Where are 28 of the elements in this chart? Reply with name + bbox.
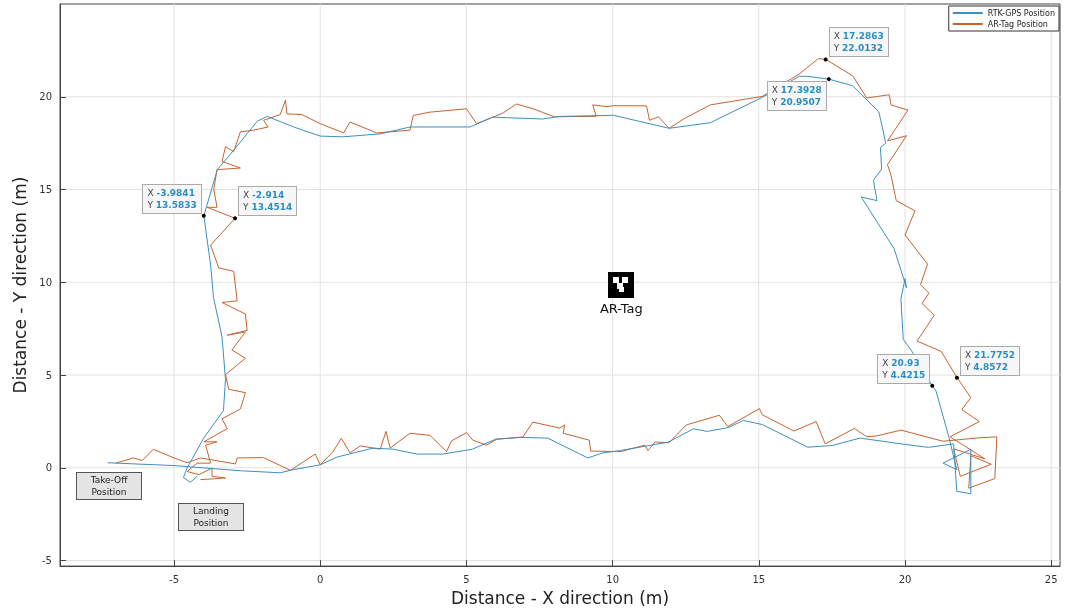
annotation: X 20.93 Y 4.4215	[877, 353, 931, 384]
annotation: Take-Off Position	[90, 475, 128, 497]
annotation: X -3.9841 Y 13.5833	[142, 183, 202, 214]
legend-label: RTK-GPS Position	[987, 8, 1056, 18]
x-tick-label: 10	[606, 573, 619, 585]
annotation: X 17.3928 Y 20.9507	[766, 81, 827, 112]
x-tick-label: 15	[752, 573, 766, 585]
annotation: X 21.7752 Y 4.8572	[959, 345, 1020, 376]
y-axis-title: Distance - Y direction (m)	[9, 176, 30, 394]
annotation: Landing Position	[193, 506, 229, 528]
annotation: AR-Tag	[599, 301, 643, 317]
annotation: X 17.2863 Y 22.0132	[828, 27, 889, 58]
label-box: Landing Position	[178, 503, 244, 531]
legend-label: AR-Tag Position	[987, 19, 1048, 29]
x-axis-title: Distance - X direction (m)	[450, 587, 670, 608]
x-tick-label: 5	[463, 573, 470, 585]
y-tick-label: 5	[45, 369, 52, 381]
annotation: X -2.914 Y 13.4514	[238, 186, 298, 217]
y-tick-label: 10	[39, 276, 52, 288]
y-tick-label: 15	[39, 184, 52, 196]
y-tick-label: 0	[45, 462, 52, 474]
y-tick-label: -5	[42, 555, 52, 567]
label-box: Take-Off Position	[76, 472, 142, 500]
y-tick-label: 20	[39, 91, 52, 103]
x-tick-label: 25	[1044, 573, 1058, 585]
x-tick-label: 0	[317, 573, 324, 585]
x-tick-label: 20	[898, 573, 912, 585]
x-tick-label: -5	[169, 573, 180, 585]
